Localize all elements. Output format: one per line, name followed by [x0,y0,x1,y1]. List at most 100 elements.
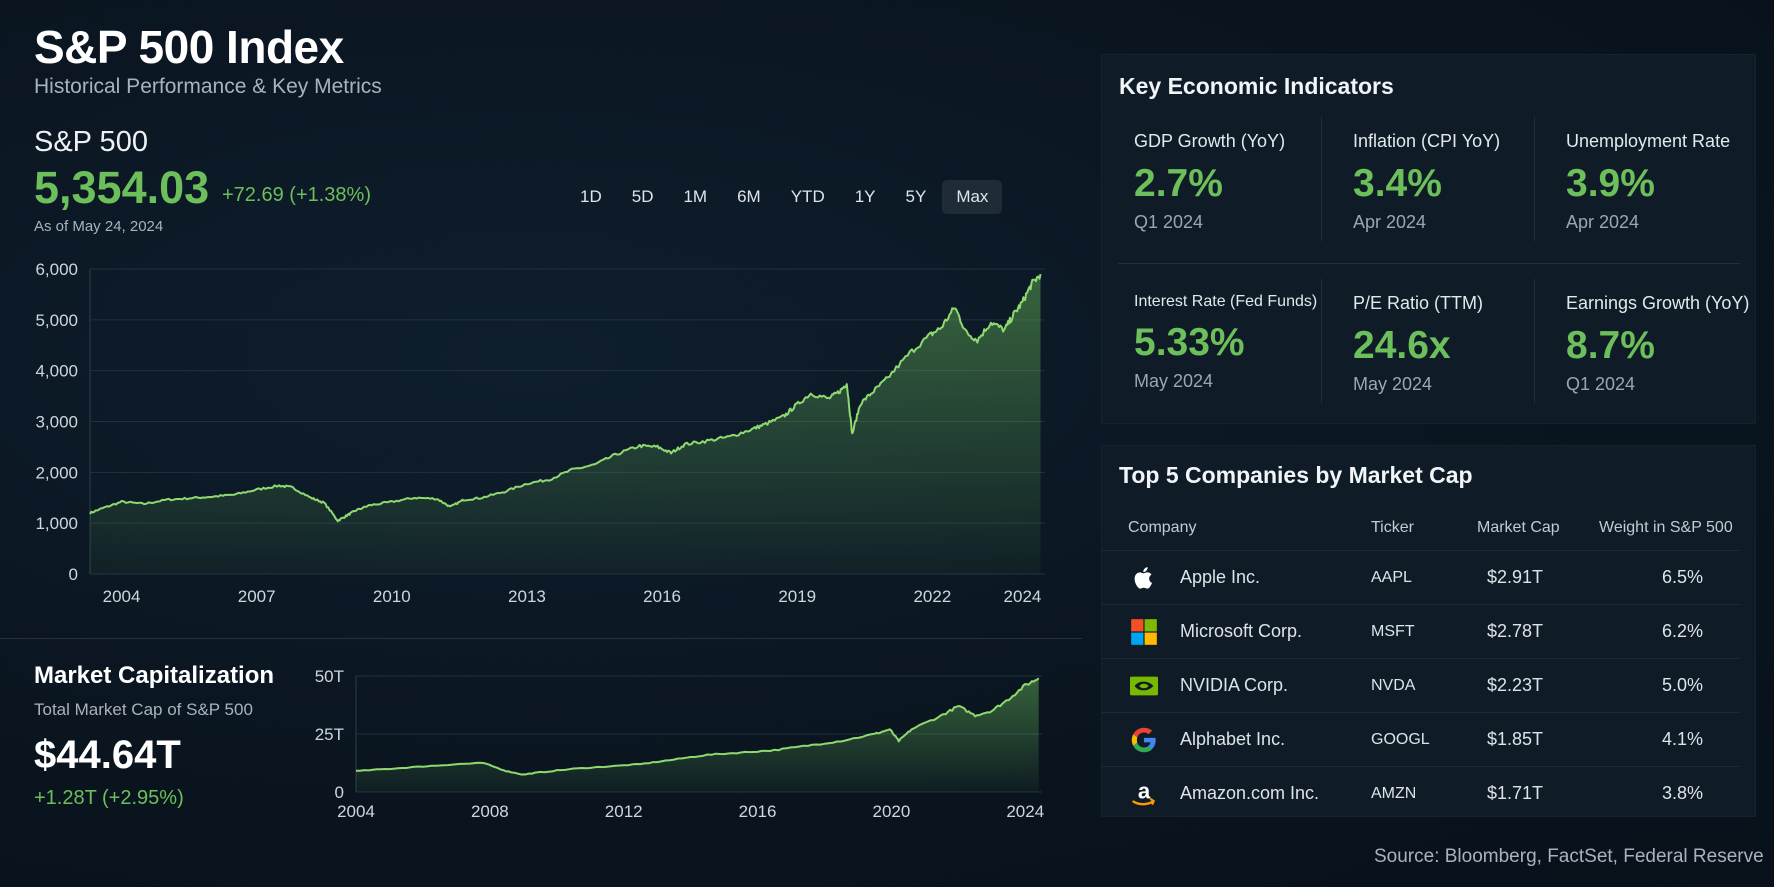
company-name: Amazon.com Inc. [1180,783,1320,803]
y-tick-label: 4,000 [35,362,78,381]
column-header-market-cap: Market Cap [1477,519,1560,536]
market-cap-chart: 0 25T 50T 2004 2008 2012 2016 2020 2024 [315,667,1044,821]
y-tick-label: 6,000 [35,260,78,279]
y-tick-label: 2,000 [35,463,78,482]
indicator-period: Q1 2024 [1566,374,1636,394]
top-companies-panel: Top 5 Companies by Market Cap Company Ti… [1101,445,1756,817]
column-header-company: Company [1128,519,1197,536]
indicator-gdp-growth: GDP Growth (YoY) 2.7% Q1 2024 [1134,131,1344,233]
indicator-label: Unemployment Rate [1566,131,1731,151]
range-ytd-button[interactable]: YTD [790,187,825,206]
table-row[interactable]: Apple Inc. AAPL $2.91T 6.5% [1102,550,1740,604]
x-tick-label: 2016 [739,802,777,821]
range-5d-button[interactable]: 5D [631,187,654,206]
nvidia-icon [1130,676,1158,696]
company-weight: 6.5% [1662,567,1704,587]
x-tick-label: 2019 [778,587,816,606]
indicator-period: Apr 2024 [1353,212,1427,232]
company-name: Apple Inc. [1180,567,1261,587]
company-weight: 3.8% [1662,783,1704,803]
time-range-selector: 1D 5D 1M 6M YTD 1Y 5Y Max [566,180,1004,214]
x-tick-label: 2007 [238,587,276,606]
grid-divider [1118,263,1740,264]
x-tick-label: 2013 [508,587,546,606]
table-row[interactable]: Microsoft Corp. MSFT $2.78T 6.2% [1102,604,1740,658]
grid-divider [1321,279,1322,403]
company-market-cap: $1.71T [1487,783,1544,803]
range-1d-button[interactable]: 1D [580,187,602,206]
series-line [355,677,1040,776]
indicator-value: 5.33% [1134,321,1245,364]
company-ticker: NVDA [1371,677,1416,694]
table-row[interactable]: Alphabet Inc. GOOGL $1.85T 4.1% [1102,712,1740,766]
series-area [90,274,1041,574]
range-max-button[interactable]: Max [942,180,1003,214]
indicator-value: 3.9% [1566,162,1655,205]
page-subtitle: Historical Performance & Key Metrics [34,75,382,98]
indicator-earnings-growth: Earnings Growth (YoY) 8.7% Q1 2024 [1566,293,1774,395]
company-market-cap: $1.85T [1487,729,1544,749]
index-name: S&P 500 [34,126,148,158]
x-tick-label: 2024 [1006,802,1044,821]
page-title: S&P 500 Index [34,21,344,73]
indicator-value: 24.6x [1353,324,1451,367]
indicator-label: Interest Rate (Fed Funds) [1134,293,1318,310]
indicator-value: 3.4% [1353,162,1442,205]
market-cap-value: $44.64T [34,733,181,777]
indicator-label: Inflation (CPI YoY) [1353,131,1501,151]
grid-divider [1534,279,1535,403]
indicator-value: 2.7% [1134,162,1223,205]
y-tick-label: 0 [69,565,78,584]
x-tick-label: 2022 [913,587,951,606]
company-weight: 5.0% [1662,675,1704,695]
indicator-unemployment: Unemployment Rate 3.9% Apr 2024 [1566,131,1774,233]
indicator-period: May 2024 [1353,374,1433,394]
company-market-cap: $2.91T [1487,567,1544,587]
apple-icon [1134,567,1153,589]
company-ticker: MSFT [1371,623,1415,640]
microsoft-icon [1131,619,1157,645]
company-name: NVIDIA Corp. [1180,675,1289,695]
company-ticker: AAPL [1371,569,1412,586]
table-row[interactable]: NVIDIA Corp. NVDA $2.23T 5.0% [1102,658,1740,712]
company-name: Microsoft Corp. [1180,621,1303,641]
indicator-label: P/E Ratio (TTM) [1353,293,1484,313]
x-tick-label: 2010 [373,587,411,606]
range-6m-button[interactable]: 6M [737,187,761,206]
index-value: 5,354.03 [34,162,210,213]
column-header-weight: Weight in S&P 500 [1599,519,1733,536]
range-1m-button[interactable]: 1M [683,187,708,206]
x-tick-label: 2004 [337,802,375,821]
x-tick-label: 2008 [471,802,509,821]
range-5y-button[interactable]: 5Y [905,187,927,206]
company-ticker: GOOGL [1371,731,1430,748]
indicators-title: Key Economic Indicators [1119,73,1394,99]
as-of-date: As of May 24, 2024 [34,218,164,235]
svg-text:a: a [1138,780,1151,804]
market-cap-title: Market Capitalization [34,662,275,689]
indicator-interest-rate: Interest Rate (Fed Funds) 5.33% May 2024 [1134,293,1344,392]
series-line [89,273,1042,523]
index-change: +72.69 (+1.38%) [222,184,371,206]
company-weight: 6.2% [1662,621,1704,641]
indicator-period: Q1 2024 [1134,212,1204,232]
company-market-cap: $2.23T [1487,675,1544,695]
amazon-icon: a [1132,780,1155,806]
x-tick-label: 2012 [605,802,643,821]
indicator-inflation: Inflation (CPI YoY) 3.4% Apr 2024 [1353,131,1563,233]
indicator-period: May 2024 [1134,371,1214,391]
y-tick-label: 3,000 [35,413,78,432]
y-tick-label: 25T [315,725,344,744]
y-tick-label: 1,000 [35,514,78,533]
indicator-value: 8.7% [1566,324,1655,367]
table-row[interactable]: a Amazon.com Inc. AMZN $1.71T 3.8% [1102,766,1740,820]
range-1y-button[interactable]: 1Y [854,187,876,206]
indicator-period: Apr 2024 [1566,212,1640,232]
indicator-pe-ratio: P/E Ratio (TTM) 24.6x May 2024 [1353,293,1563,395]
company-ticker: AMZN [1371,785,1417,802]
x-tick-label: 2004 [103,587,141,606]
grid-divider [1321,117,1322,241]
x-tick-label: 2024 [1004,587,1042,606]
company-market-cap: $2.78T [1487,621,1544,641]
source-note: Source: Bloomberg, FactSet, Federal Rese… [1374,846,1764,867]
